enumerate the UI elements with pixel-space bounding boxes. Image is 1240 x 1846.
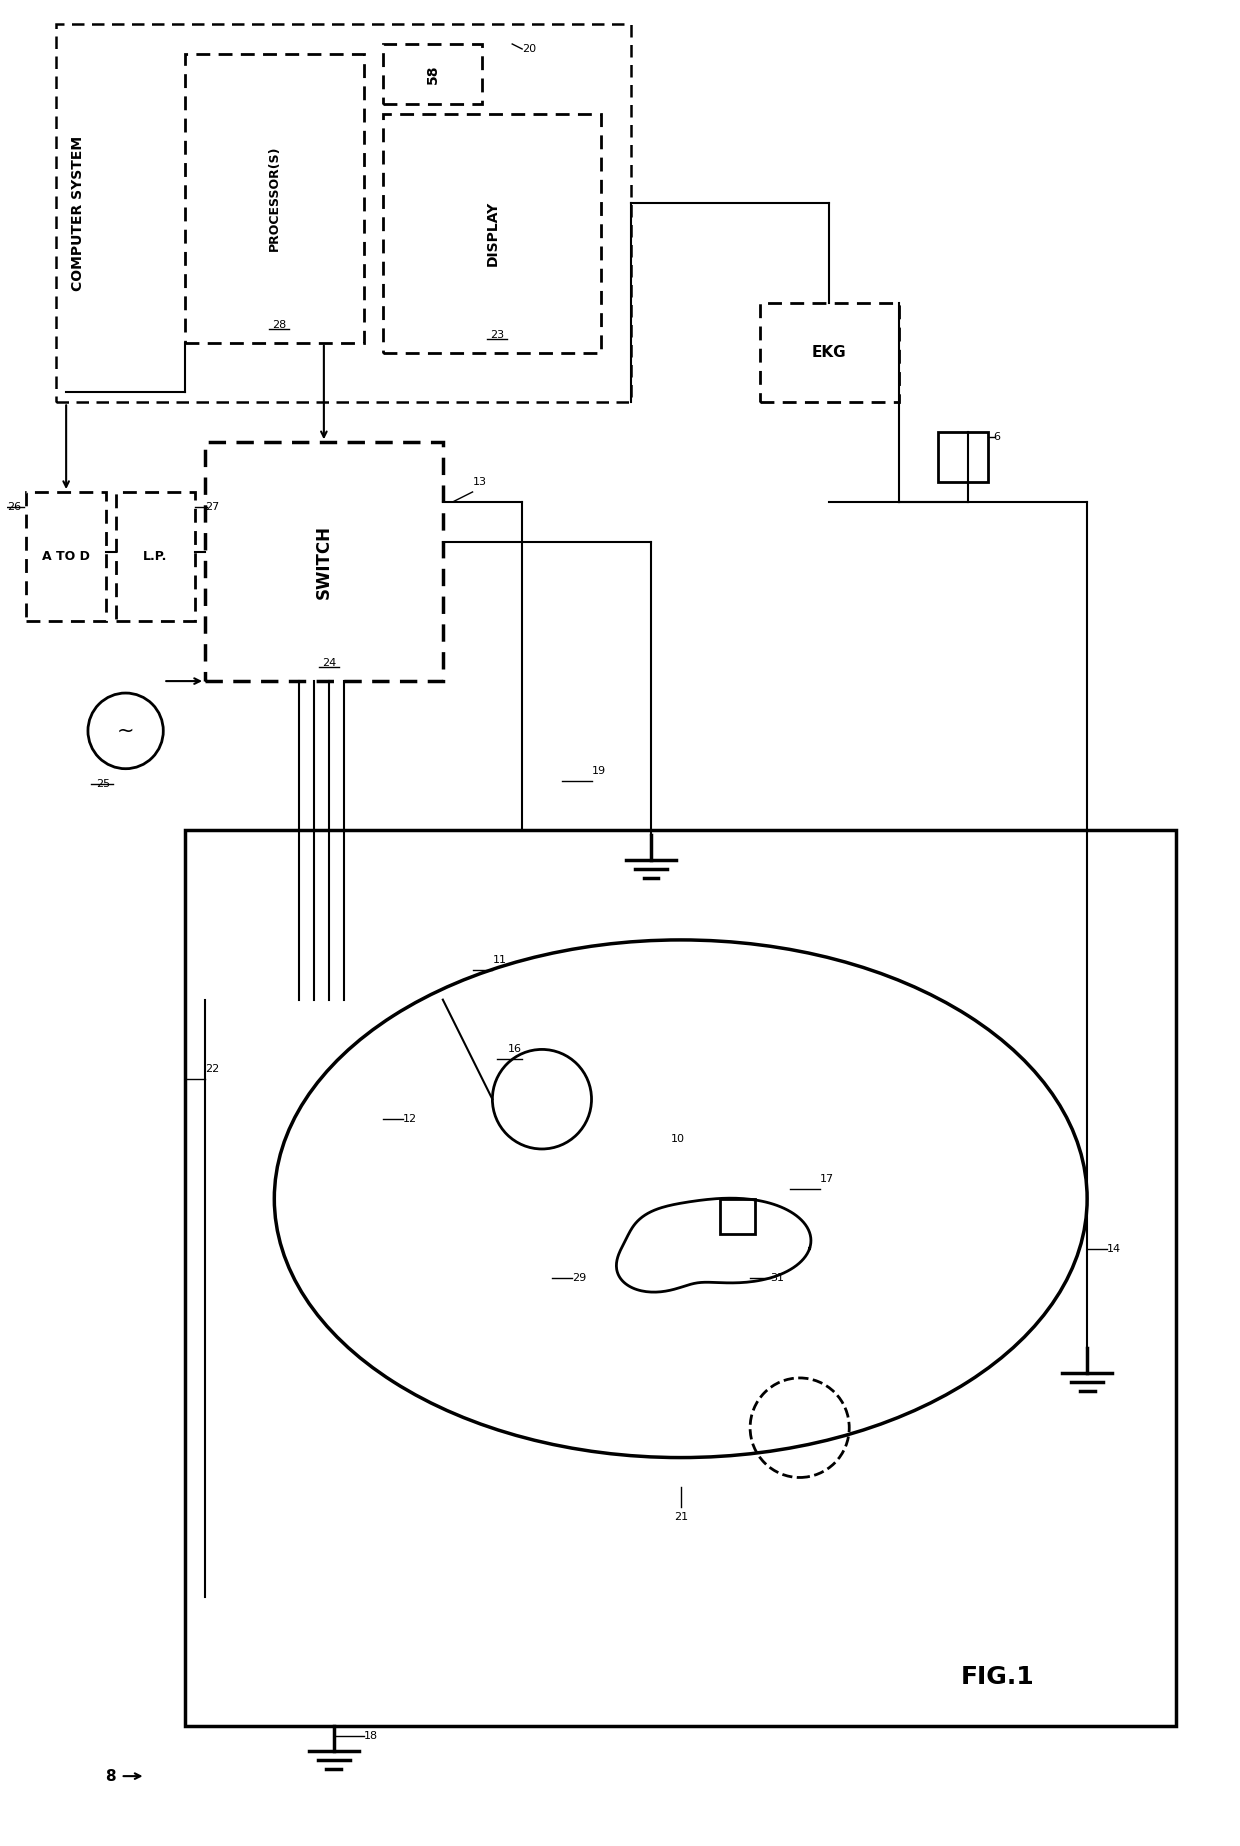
Text: 23: 23 xyxy=(490,330,505,340)
Text: 28: 28 xyxy=(272,319,286,330)
Circle shape xyxy=(88,692,164,768)
FancyBboxPatch shape xyxy=(720,1198,755,1233)
Text: 20: 20 xyxy=(522,44,536,54)
FancyBboxPatch shape xyxy=(383,44,482,103)
Text: L.P.: L.P. xyxy=(143,550,167,563)
Text: COMPUTER SYSTEM: COMPUTER SYSTEM xyxy=(71,135,86,292)
FancyBboxPatch shape xyxy=(115,491,195,622)
Text: 13: 13 xyxy=(472,476,486,487)
Text: 6: 6 xyxy=(993,432,999,443)
Text: 58: 58 xyxy=(425,65,440,83)
FancyBboxPatch shape xyxy=(185,831,1177,1726)
Text: 19: 19 xyxy=(591,766,605,775)
FancyBboxPatch shape xyxy=(205,443,443,681)
Text: 27: 27 xyxy=(205,502,219,511)
Text: EKG: EKG xyxy=(812,345,847,360)
Text: 18: 18 xyxy=(363,1732,378,1741)
Text: 31: 31 xyxy=(770,1274,784,1283)
Text: 10: 10 xyxy=(671,1133,684,1145)
Text: 14: 14 xyxy=(1107,1244,1121,1253)
Text: 16: 16 xyxy=(508,1045,522,1054)
FancyBboxPatch shape xyxy=(939,432,988,482)
Text: 24: 24 xyxy=(321,659,336,668)
Text: 17: 17 xyxy=(820,1174,833,1183)
Text: A TO D: A TO D xyxy=(42,550,91,563)
Text: ~: ~ xyxy=(117,722,134,740)
Text: 21: 21 xyxy=(673,1512,688,1523)
Text: 25: 25 xyxy=(97,779,110,788)
FancyBboxPatch shape xyxy=(760,303,899,402)
FancyBboxPatch shape xyxy=(383,114,601,353)
Text: SWITCH: SWITCH xyxy=(315,524,332,598)
FancyBboxPatch shape xyxy=(26,491,105,622)
Text: FIG.1: FIG.1 xyxy=(961,1665,1035,1689)
Text: DISPLAY: DISPLAY xyxy=(485,201,500,266)
Text: 26: 26 xyxy=(7,502,21,511)
Text: PROCESSOR(S): PROCESSOR(S) xyxy=(268,146,280,251)
Text: 8: 8 xyxy=(105,1768,115,1783)
Text: 22: 22 xyxy=(205,1065,219,1074)
Text: 11: 11 xyxy=(492,954,506,965)
FancyBboxPatch shape xyxy=(56,24,631,402)
Text: 12: 12 xyxy=(403,1115,418,1124)
Text: 29: 29 xyxy=(572,1274,587,1283)
FancyBboxPatch shape xyxy=(185,54,363,343)
